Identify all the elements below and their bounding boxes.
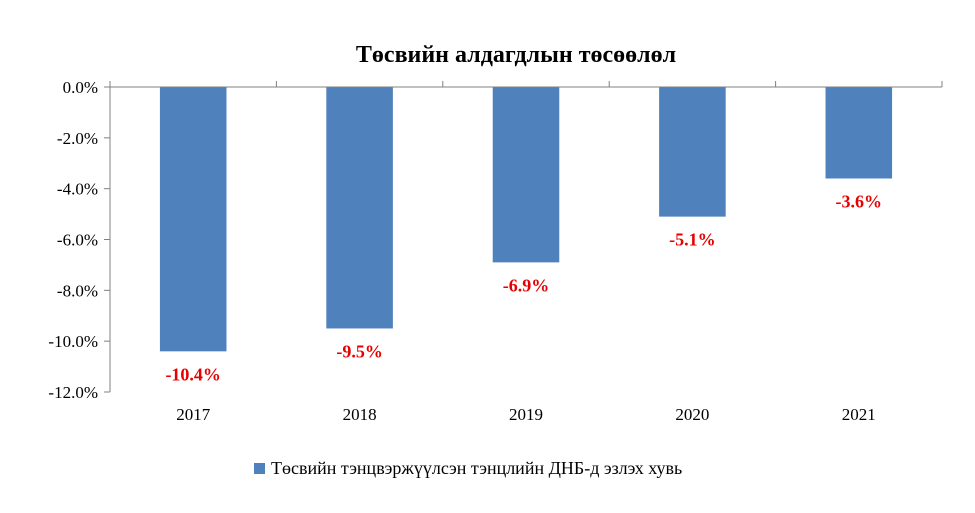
x-tick-label: 2017 [176,405,211,424]
bar [659,87,726,217]
bar [326,87,393,329]
data-label: -9.5% [336,341,383,361]
data-label: -5.1% [669,230,716,250]
legend: Төсвийн тэнцвэржүүлсэн тэнцлийн ДНБ-д эз… [254,458,682,478]
x-tick-label: 2019 [509,405,543,424]
y-axis: 0.0% -2.0% -4.0% -6.0% -8.0% -10.0% -12.0% [48,78,111,402]
chart-title: Төсвийн алдагдлын төсөөлөл [356,42,676,68]
x-tick-label: 2021 [842,405,876,424]
y-tick-label: -8.0% [57,281,98,300]
bar [159,87,227,352]
y-tick-label: -4.0% [57,180,98,199]
bars: -10.4% -9.5% -6.9% -5.1% -3.6% [159,87,893,384]
data-label: -3.6% [836,192,883,212]
legend-swatch [254,463,265,474]
y-tick-label: -12.0% [48,383,98,402]
data-label: -10.4% [165,364,221,384]
data-label: -6.9% [503,275,550,295]
x-tick-label: 2018 [343,405,377,424]
bar [825,87,893,179]
bar [492,87,560,263]
y-tick-label: -2.0% [57,129,98,148]
y-tick-label: -10.0% [48,332,98,351]
y-tick-label: -6.0% [57,231,98,250]
legend-label: Төсвийн тэнцвэржүүлсэн тэнцлийн ДНБ-д эз… [271,458,682,478]
x-axis: 2017 2018 2019 2020 2021 [109,81,943,424]
x-tick-label: 2020 [675,405,709,424]
y-tick-label: 0.0% [63,78,98,97]
